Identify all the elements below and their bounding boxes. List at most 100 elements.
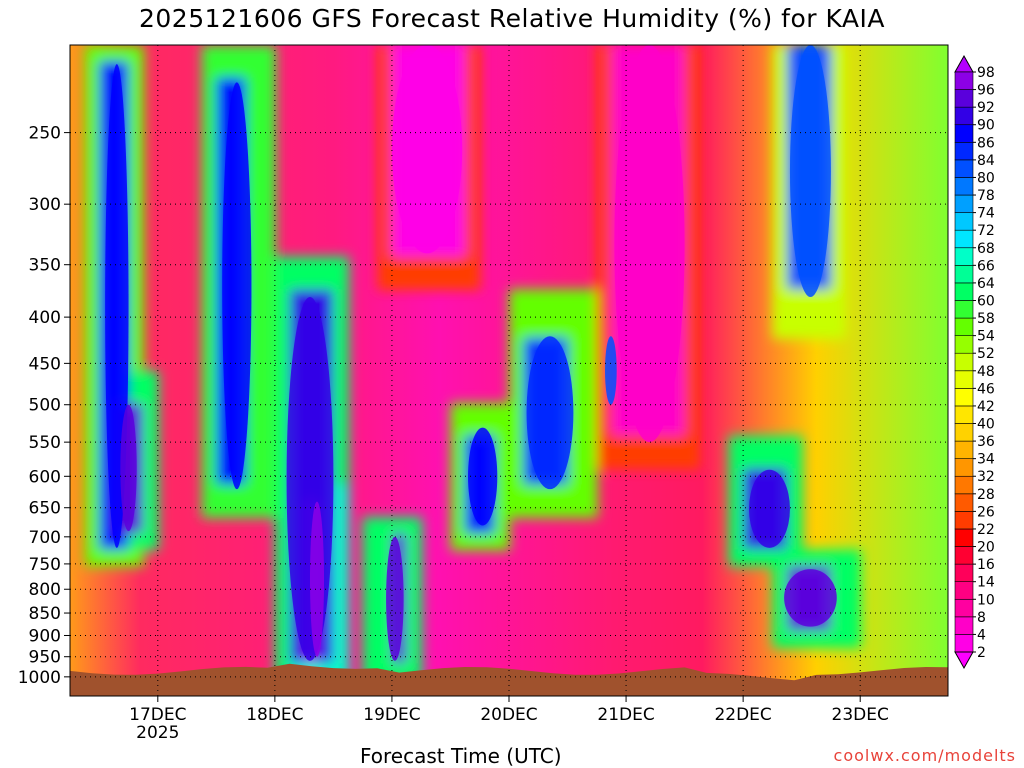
y-tick-label: 250: [29, 124, 61, 144]
colorbar-bin: [954, 493, 974, 512]
rh-cell: [84, 289, 101, 307]
rh-cell: [567, 321, 584, 339]
chart-title: 2025121606 GFS Forecast Relative Humidit…: [139, 4, 885, 33]
colorbar-label: 90: [977, 118, 995, 134]
rh-cell: [333, 500, 350, 518]
x-tick-label: 17DEC: [129, 705, 186, 725]
rh-cell: [801, 321, 818, 339]
rh-cell: [128, 77, 145, 95]
rh-cell: [509, 386, 525, 405]
rh-cell: [757, 451, 774, 470]
rh-cell: [772, 451, 789, 470]
rh-cell: [787, 484, 803, 502]
rh-cell: [377, 533, 393, 551]
colorbar-label: 8: [977, 610, 986, 626]
colorbar-label: 54: [977, 329, 995, 345]
rh-cell: [787, 272, 803, 291]
rh-cell: [830, 110, 847, 128]
rh-cell: [772, 582, 789, 600]
colorbar-bin: [954, 352, 974, 372]
rh-cell: [509, 321, 525, 339]
colorbar-label: 92: [977, 100, 995, 116]
rh-cell: [450, 516, 467, 535]
rh-cell: [582, 337, 598, 356]
rh-cell: [333, 614, 350, 632]
rh-cell: [509, 451, 525, 470]
rh-cell: [333, 516, 350, 535]
rh-cell: [128, 337, 145, 356]
colorbar-label: 36: [977, 434, 995, 450]
colorbar-label: 48: [977, 364, 995, 380]
rh-cell: [260, 207, 276, 226]
rh-cell: [743, 549, 759, 567]
rh-region: [120, 404, 137, 532]
rh-region: [386, 536, 404, 661]
rh-cell: [494, 403, 510, 421]
rh-cell: [509, 468, 525, 486]
rh-cell: [333, 386, 350, 405]
rh-cell: [611, 419, 628, 437]
rh-cell: [669, 419, 686, 437]
rh-cell: [772, 305, 789, 323]
rh-cell: [274, 289, 291, 307]
rh-cell: [772, 45, 789, 63]
rh-cell: [274, 451, 291, 470]
rh-cell: [684, 370, 701, 388]
rh-cell: [377, 175, 393, 193]
colorbar-label: 16: [977, 557, 995, 573]
rh-cell: [362, 647, 379, 665]
rh-cell: [201, 451, 218, 470]
rh-cell: [406, 533, 423, 551]
rh-cell: [333, 337, 350, 356]
rh-cell: [845, 582, 862, 600]
rh-cell: [684, 289, 701, 307]
rh-cell: [816, 305, 832, 323]
rh-cell: [333, 435, 350, 453]
rh-cell: [684, 403, 701, 421]
rh-cell: [318, 256, 335, 274]
rh-cell: [552, 500, 569, 518]
rh-cell: [772, 191, 789, 209]
y-tick-label: 900: [29, 626, 61, 646]
rh-cell: [728, 468, 745, 486]
rh-cell: [684, 256, 701, 274]
source-credit[interactable]: coolwx.com/modelts: [833, 746, 1016, 765]
rh-cell: [201, 484, 218, 502]
rh-cell: [216, 61, 232, 79]
rh-cell: [684, 45, 701, 63]
colorbar-label: 52: [977, 346, 995, 362]
rh-cell: [230, 45, 247, 63]
colorbar-label: 4: [977, 627, 986, 643]
colorbar-bin: [954, 423, 974, 442]
colorbar-bin: [954, 247, 974, 266]
rh-cell: [523, 468, 540, 486]
rh-cell: [523, 289, 540, 307]
rh-cell: [260, 403, 276, 421]
rh-cell: [611, 435, 628, 453]
rh-cell: [274, 565, 291, 584]
rh-cell: [84, 533, 101, 551]
rh-cell: [260, 289, 276, 307]
rh-cell: [684, 435, 701, 453]
rh-cell: [333, 647, 350, 665]
rh-cell: [450, 45, 467, 63]
rh-cell: [377, 126, 393, 144]
rh-cell: [333, 565, 350, 584]
rh-cell: [684, 126, 701, 144]
rh-cell: [582, 468, 598, 486]
rh-cell: [801, 549, 818, 567]
rh-cell: [201, 272, 218, 291]
rh-cell: [245, 419, 262, 437]
rh-cell: [757, 549, 774, 567]
rh-cell: [772, 77, 789, 95]
y-tick-label: 400: [29, 308, 61, 328]
rh-cell: [830, 77, 847, 95]
rh-cell: [216, 77, 232, 95]
rh-cell: [509, 354, 525, 372]
rh-cell: [772, 61, 789, 79]
rh-cell: [611, 451, 628, 470]
rh-cell: [582, 370, 598, 388]
rh-cell: [260, 419, 276, 437]
rh-cell: [494, 484, 510, 502]
